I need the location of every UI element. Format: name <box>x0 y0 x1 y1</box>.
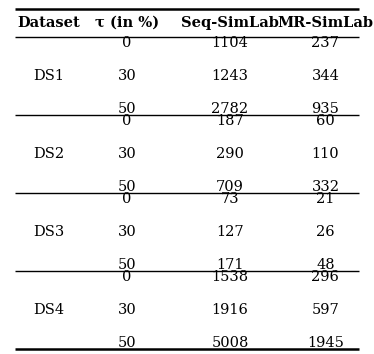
Text: 50: 50 <box>118 258 137 272</box>
Text: 237: 237 <box>312 36 339 50</box>
Text: 50: 50 <box>118 180 137 194</box>
Text: 0: 0 <box>122 36 132 50</box>
Text: 935: 935 <box>312 102 339 116</box>
Text: 60: 60 <box>316 114 335 128</box>
Text: 332: 332 <box>312 180 339 194</box>
Text: 1916: 1916 <box>212 303 248 317</box>
Text: 73: 73 <box>221 192 239 206</box>
Text: 0: 0 <box>122 192 132 206</box>
Text: DS2: DS2 <box>33 147 64 161</box>
Text: 5008: 5008 <box>211 336 249 349</box>
Text: 0: 0 <box>122 270 132 284</box>
Text: 1243: 1243 <box>212 69 248 83</box>
Text: 1104: 1104 <box>212 36 248 50</box>
Text: MR-SimLab: MR-SimLab <box>278 16 373 30</box>
Text: τ (in %): τ (in %) <box>95 16 159 30</box>
Text: 187: 187 <box>216 114 244 128</box>
Text: 1945: 1945 <box>307 336 344 349</box>
Text: DS4: DS4 <box>33 303 64 317</box>
Text: 30: 30 <box>118 147 137 161</box>
Text: 50: 50 <box>118 102 137 116</box>
Text: 2782: 2782 <box>211 102 249 116</box>
Text: 296: 296 <box>312 270 339 284</box>
Text: 26: 26 <box>316 225 335 239</box>
Text: 709: 709 <box>216 180 244 194</box>
Text: 0: 0 <box>122 114 132 128</box>
Text: 344: 344 <box>312 69 339 83</box>
Text: DS1: DS1 <box>33 69 64 83</box>
Text: 127: 127 <box>216 225 244 239</box>
Text: 30: 30 <box>118 303 137 317</box>
Text: 597: 597 <box>312 303 339 317</box>
Text: Dataset: Dataset <box>17 16 80 30</box>
Text: 50: 50 <box>118 336 137 349</box>
Text: 21: 21 <box>316 192 335 206</box>
Text: Seq-SimLab: Seq-SimLab <box>181 16 279 30</box>
Text: 30: 30 <box>118 69 137 83</box>
Text: 290: 290 <box>216 147 244 161</box>
Text: 110: 110 <box>312 147 339 161</box>
Text: 171: 171 <box>216 258 244 272</box>
Text: 30: 30 <box>118 225 137 239</box>
Text: 48: 48 <box>316 258 335 272</box>
Text: DS3: DS3 <box>33 225 64 239</box>
Text: 1538: 1538 <box>211 270 249 284</box>
